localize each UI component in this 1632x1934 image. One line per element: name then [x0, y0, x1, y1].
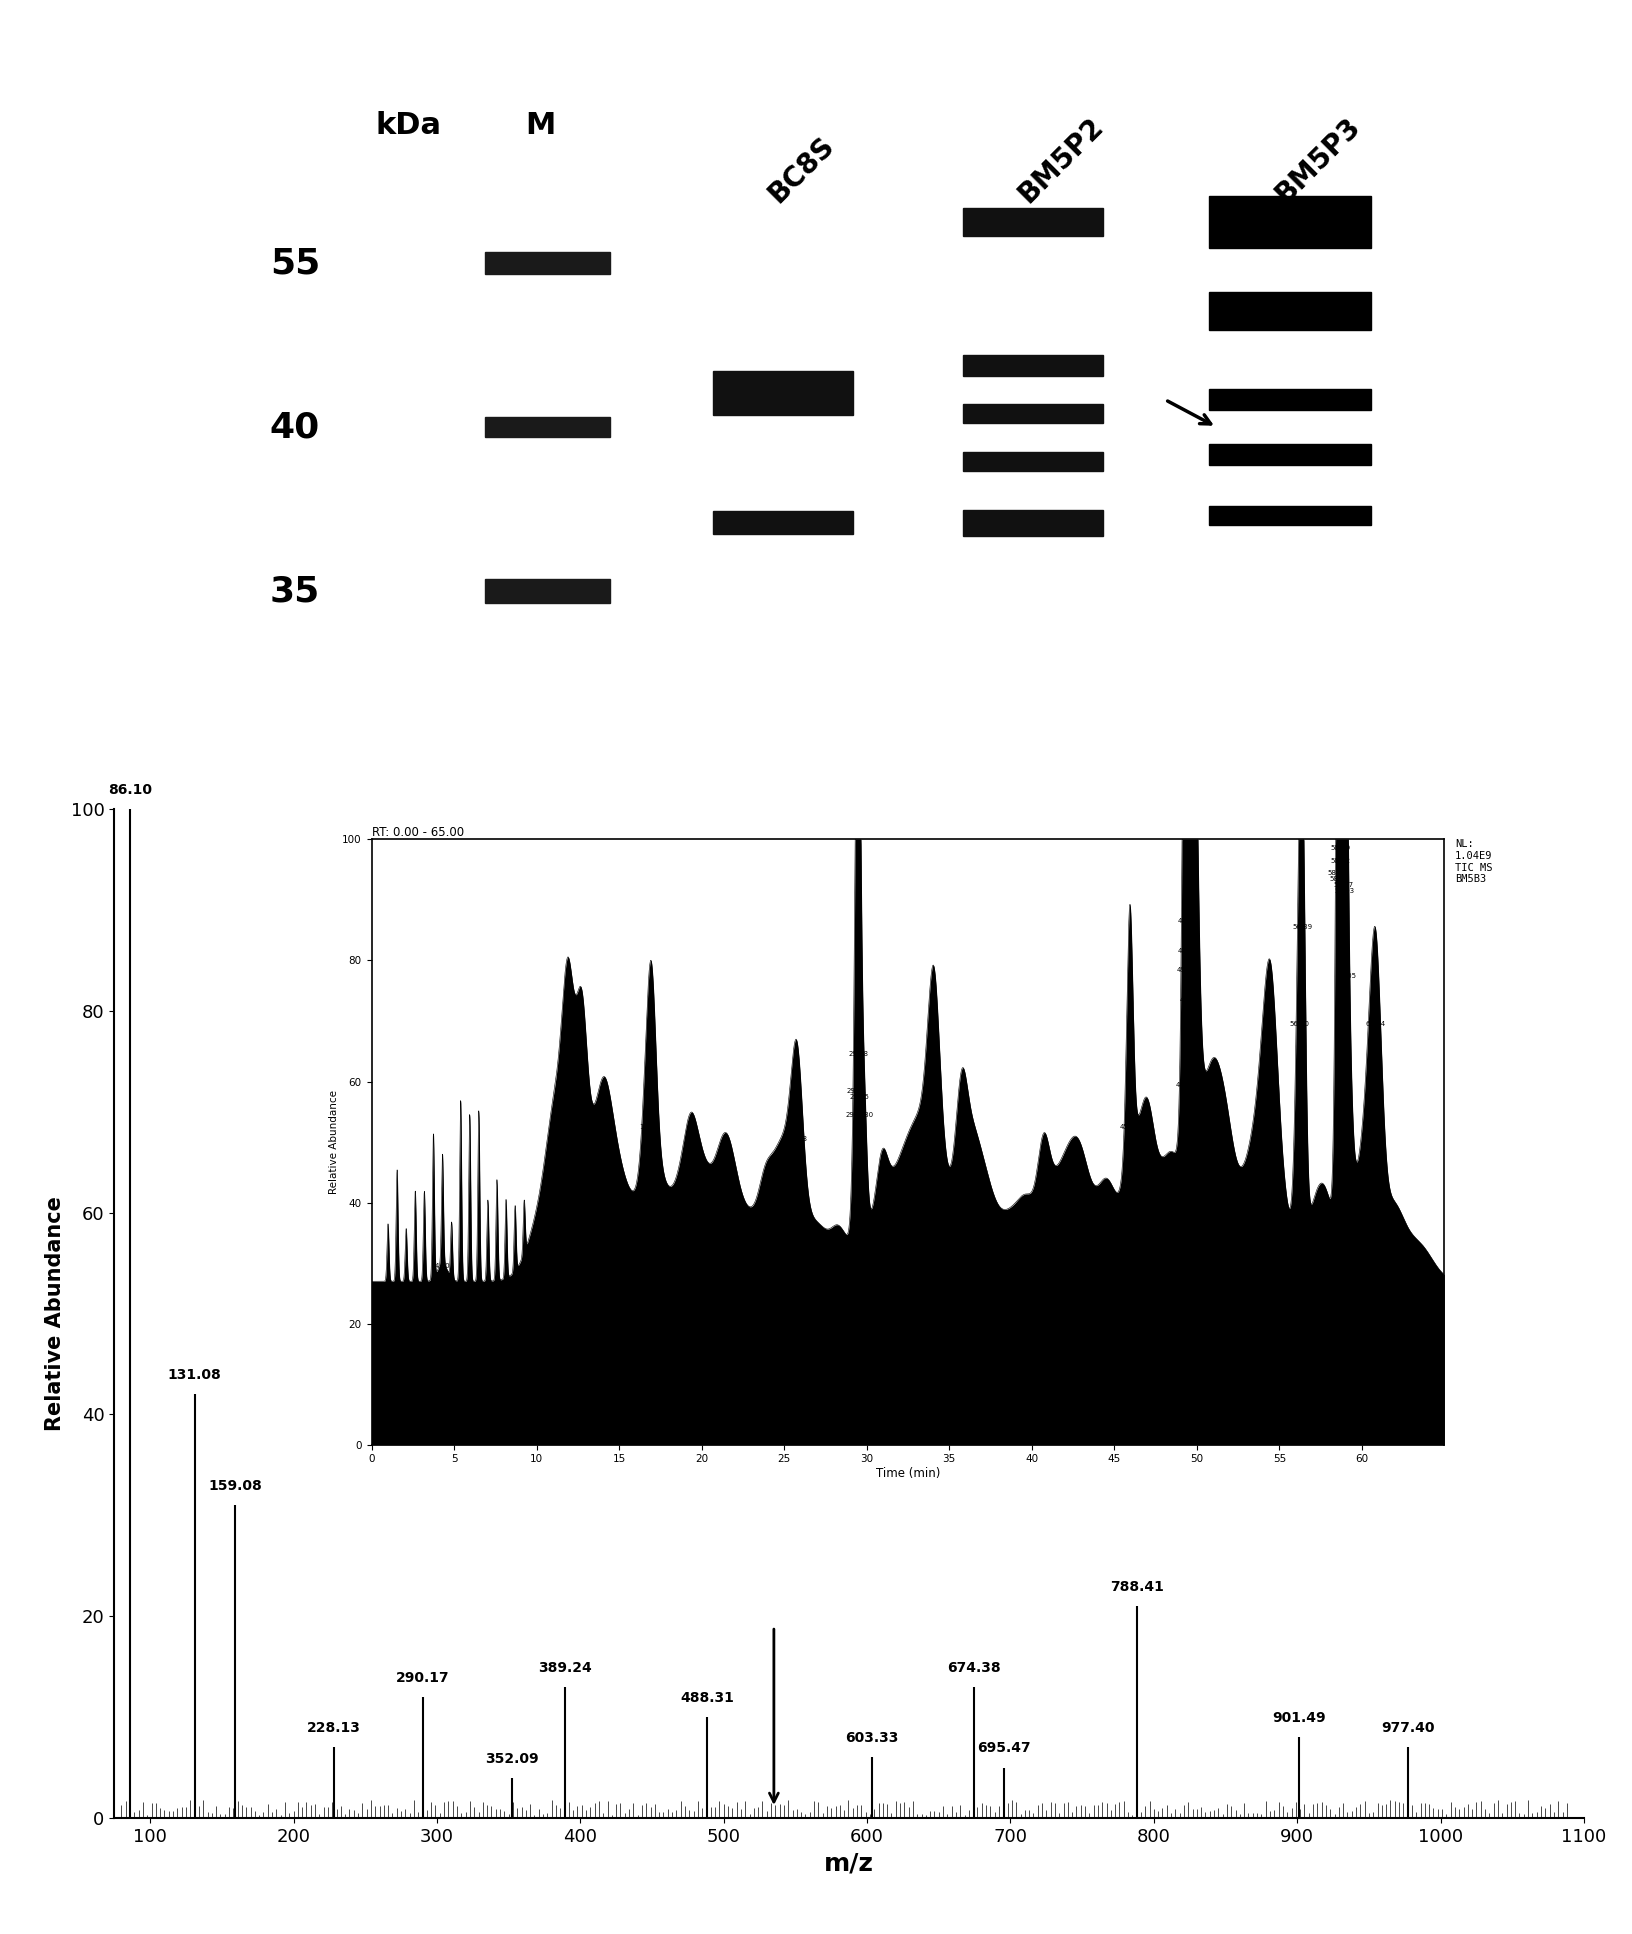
- Text: 901.49: 901.49: [1271, 1712, 1325, 1725]
- Bar: [485, 418, 610, 437]
- Bar: [1208, 292, 1369, 329]
- Bar: [485, 580, 610, 603]
- Bar: [713, 371, 852, 416]
- Text: kDa: kDa: [375, 110, 441, 139]
- Bar: [1208, 389, 1369, 410]
- Text: 389.24: 389.24: [537, 1661, 591, 1675]
- Bar: [1208, 507, 1369, 526]
- Bar: [1208, 197, 1369, 248]
- Text: 55: 55: [269, 246, 320, 280]
- Bar: [963, 209, 1102, 236]
- Text: BM5P2: BM5P2: [1012, 112, 1108, 209]
- Bar: [713, 511, 852, 534]
- Text: 86.10: 86.10: [108, 783, 152, 797]
- Bar: [963, 356, 1102, 375]
- Text: BC8S: BC8S: [762, 132, 840, 209]
- Bar: [1208, 445, 1369, 464]
- Text: 603.33: 603.33: [845, 1731, 898, 1744]
- X-axis label: m/z: m/z: [824, 1851, 873, 1876]
- Text: 488.31: 488.31: [679, 1690, 733, 1706]
- Text: 352.09: 352.09: [485, 1752, 539, 1766]
- Text: 788.41: 788.41: [1110, 1580, 1164, 1594]
- Text: 695.47: 695.47: [976, 1741, 1030, 1756]
- Text: 40: 40: [269, 410, 320, 445]
- Y-axis label: Relative Abundance: Relative Abundance: [46, 1195, 65, 1431]
- Bar: [963, 453, 1102, 470]
- Text: 290.17: 290.17: [397, 1671, 449, 1685]
- Text: BM5P3: BM5P3: [1270, 112, 1366, 209]
- Bar: [963, 511, 1102, 536]
- Text: 977.40: 977.40: [1381, 1721, 1435, 1735]
- Bar: [485, 251, 610, 275]
- Text: 159.08: 159.08: [207, 1480, 261, 1493]
- Text: 131.08: 131.08: [168, 1367, 222, 1383]
- Bar: [963, 404, 1102, 424]
- Text: 228.13: 228.13: [307, 1721, 361, 1735]
- Text: M: M: [526, 110, 555, 139]
- Text: 674.38: 674.38: [947, 1661, 1000, 1675]
- Text: 35: 35: [269, 574, 320, 607]
